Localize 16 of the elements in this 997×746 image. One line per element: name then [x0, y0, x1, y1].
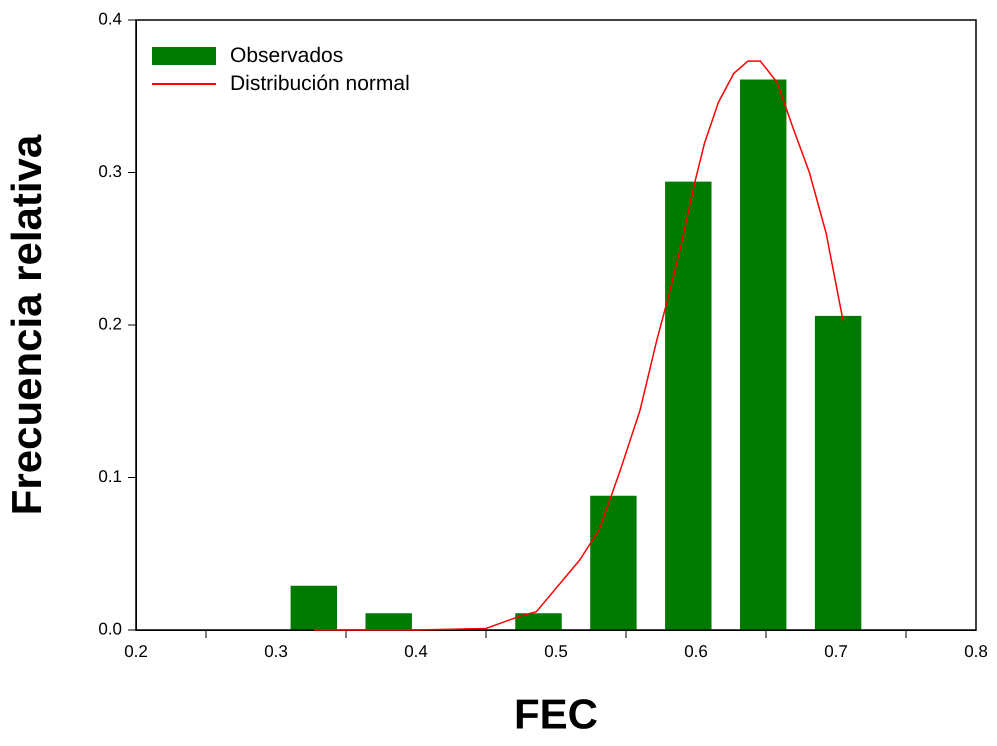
x-tick-label: 0.3	[264, 642, 288, 661]
x-tick-label: 0.2	[124, 642, 148, 661]
y-tick-label: 0.2	[98, 314, 122, 334]
y-axis-title: Frecuencia relativa	[2, 134, 50, 516]
x-tick-label: 0.8	[964, 642, 988, 661]
x-tick-label: 0.5	[544, 642, 568, 661]
y-tick-label: 0.1	[98, 467, 122, 486]
legend-label: Observados	[230, 44, 344, 68]
x-tick-label: 0.4	[404, 642, 428, 661]
y-tick-label: 0.4	[98, 10, 122, 29]
x-axis-title: FEC	[514, 690, 598, 738]
legend-label: Distribución normal	[230, 72, 410, 96]
y-tick-label: 0.0	[98, 620, 122, 639]
x-tick-label: 0.6	[684, 642, 708, 661]
x-tick-label: 0.7	[824, 642, 848, 661]
y-tick-label: 0.3	[98, 162, 122, 182]
